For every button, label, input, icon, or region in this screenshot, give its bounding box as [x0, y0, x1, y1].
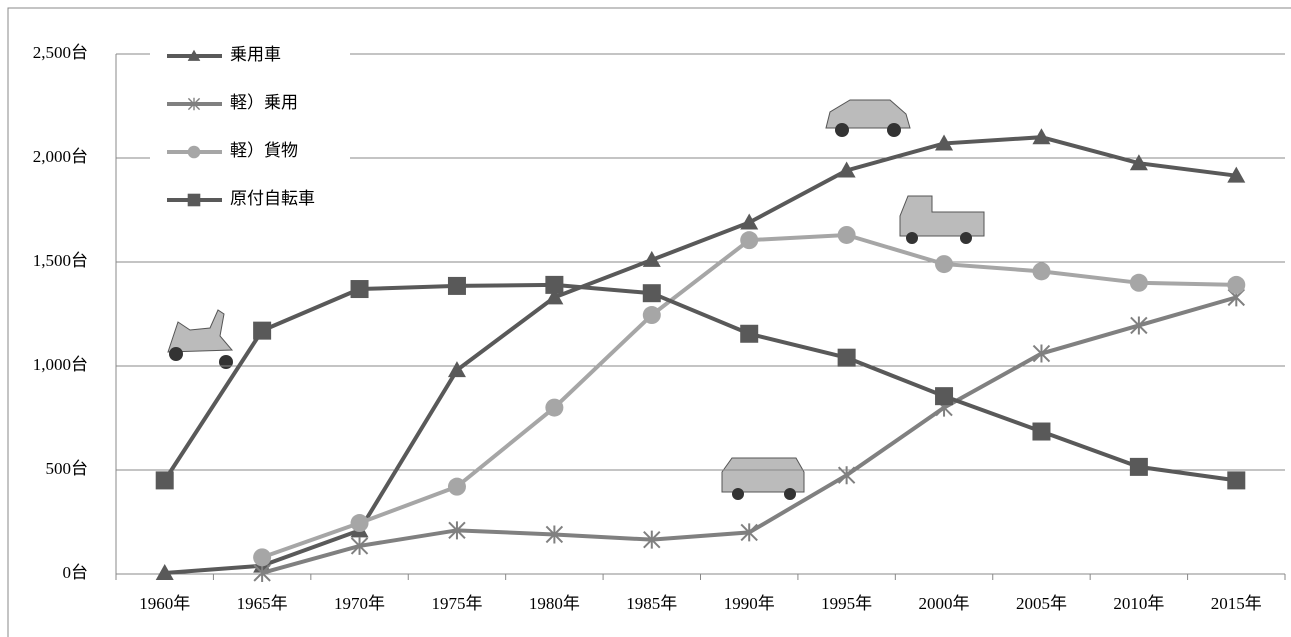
series — [253, 288, 1245, 582]
legend-label: 軽）乗用 — [230, 93, 298, 112]
series-line — [164, 135, 1237, 575]
marker — [447, 477, 466, 496]
marker — [253, 548, 272, 567]
marker — [837, 161, 856, 178]
marker — [187, 97, 201, 111]
marker — [187, 49, 201, 61]
marker — [350, 514, 369, 533]
marker — [253, 563, 271, 582]
legend-background — [150, 38, 350, 223]
scooter-icon — [167, 309, 234, 369]
x-tick-label: 2000年 — [919, 594, 970, 613]
x-tick-label: 1970年 — [334, 594, 385, 613]
minicar-icon — [721, 457, 805, 500]
marker — [1129, 154, 1148, 171]
marker — [448, 521, 466, 540]
truck-icon — [899, 195, 985, 244]
marker — [1227, 166, 1246, 183]
marker — [350, 280, 369, 299]
x-tick-label: 1960年 — [139, 594, 190, 613]
legend-label: 乗用車 — [230, 45, 281, 64]
x-tick-label: 1990年 — [724, 594, 775, 613]
marker — [1129, 457, 1148, 476]
marker — [740, 213, 759, 230]
marker — [155, 563, 174, 580]
y-tick-label: 1,500台 — [33, 251, 88, 270]
y-tick-label: 1,000台 — [33, 355, 88, 374]
y-tick-label: 500台 — [46, 459, 89, 478]
marker — [545, 525, 564, 544]
legend-label: 原付自転車 — [230, 189, 315, 208]
marker — [1129, 273, 1148, 292]
car-icon — [825, 99, 911, 137]
x-tick-label: 1995年 — [821, 594, 872, 613]
marker — [837, 225, 856, 244]
marker — [545, 275, 564, 294]
series — [155, 275, 1246, 490]
marker — [155, 471, 174, 490]
marker — [1032, 262, 1051, 281]
legend-label: 軽）貨物 — [230, 141, 298, 160]
marker — [1032, 422, 1051, 441]
marker — [350, 536, 369, 555]
x-tick-label: 2010年 — [1113, 594, 1164, 613]
marker — [837, 348, 856, 367]
marker — [253, 321, 272, 340]
y-tick-label: 0台 — [63, 563, 89, 582]
x-tick-label: 1985年 — [626, 594, 677, 613]
marker — [740, 231, 759, 250]
marker — [837, 466, 856, 485]
x-tick-label: 2015年 — [1211, 594, 1262, 613]
chart-border — [7, 7, 1291, 637]
marker — [643, 530, 661, 549]
marker — [187, 145, 201, 159]
marker — [935, 255, 954, 274]
series — [253, 225, 1246, 567]
marker — [642, 306, 661, 325]
marker — [1032, 344, 1051, 363]
marker — [187, 193, 201, 207]
x-tick-label: 2005年 — [1016, 594, 1067, 613]
marker — [1032, 128, 1051, 145]
marker — [740, 324, 759, 343]
marker — [1227, 471, 1246, 490]
marker — [1130, 316, 1148, 335]
marker — [545, 398, 564, 417]
marker — [935, 387, 954, 406]
series-line — [261, 232, 1237, 560]
x-tick-label: 1965年 — [237, 594, 288, 613]
marker — [447, 276, 466, 295]
y-tick-label: 2,500台 — [33, 43, 88, 62]
marker — [1227, 275, 1246, 294]
marker — [642, 250, 661, 267]
y-tick-label: 2,000台 — [33, 147, 88, 166]
x-tick-label: 1975年 — [431, 594, 482, 613]
marker — [935, 134, 954, 151]
marker — [545, 288, 564, 305]
x-tick-label: 1980年 — [529, 594, 580, 613]
marker — [740, 523, 758, 542]
marker — [642, 284, 661, 303]
marker — [447, 361, 466, 378]
series-line — [163, 282, 1237, 483]
